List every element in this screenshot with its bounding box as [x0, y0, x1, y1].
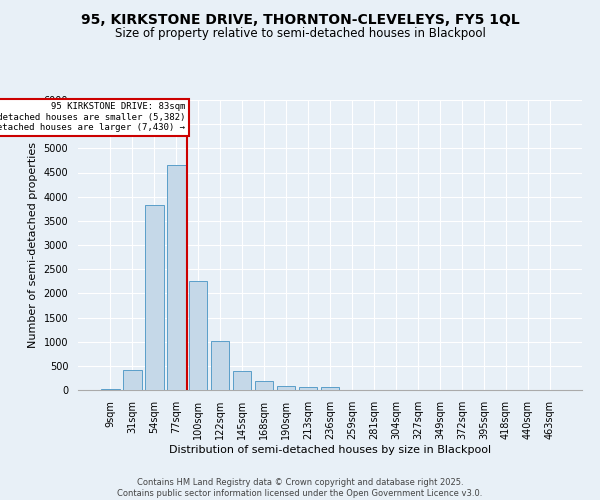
- Bar: [167, 165, 185, 390]
- Bar: [299, 387, 317, 390]
- Bar: [255, 381, 274, 390]
- Bar: [145, 206, 164, 390]
- Text: Size of property relative to semi-detached houses in Blackpool: Size of property relative to semi-detach…: [115, 28, 485, 40]
- X-axis label: Distribution of semi-detached houses by size in Blackpool: Distribution of semi-detached houses by …: [169, 444, 491, 454]
- Bar: [101, 388, 119, 390]
- Bar: [233, 371, 251, 390]
- Bar: [211, 340, 229, 390]
- Text: 95 KIRKSTONE DRIVE: 83sqm
← 41% of semi-detached houses are smaller (5,382)
57% : 95 KIRKSTONE DRIVE: 83sqm ← 41% of semi-…: [0, 102, 185, 132]
- Text: Contains HM Land Registry data © Crown copyright and database right 2025.
Contai: Contains HM Land Registry data © Crown c…: [118, 478, 482, 498]
- Bar: [123, 370, 142, 390]
- Text: 95, KIRKSTONE DRIVE, THORNTON-CLEVELEYS, FY5 1QL: 95, KIRKSTONE DRIVE, THORNTON-CLEVELEYS,…: [80, 12, 520, 26]
- Y-axis label: Number of semi-detached properties: Number of semi-detached properties: [28, 142, 38, 348]
- Bar: [277, 386, 295, 390]
- Bar: [320, 388, 340, 390]
- Bar: [189, 281, 208, 390]
